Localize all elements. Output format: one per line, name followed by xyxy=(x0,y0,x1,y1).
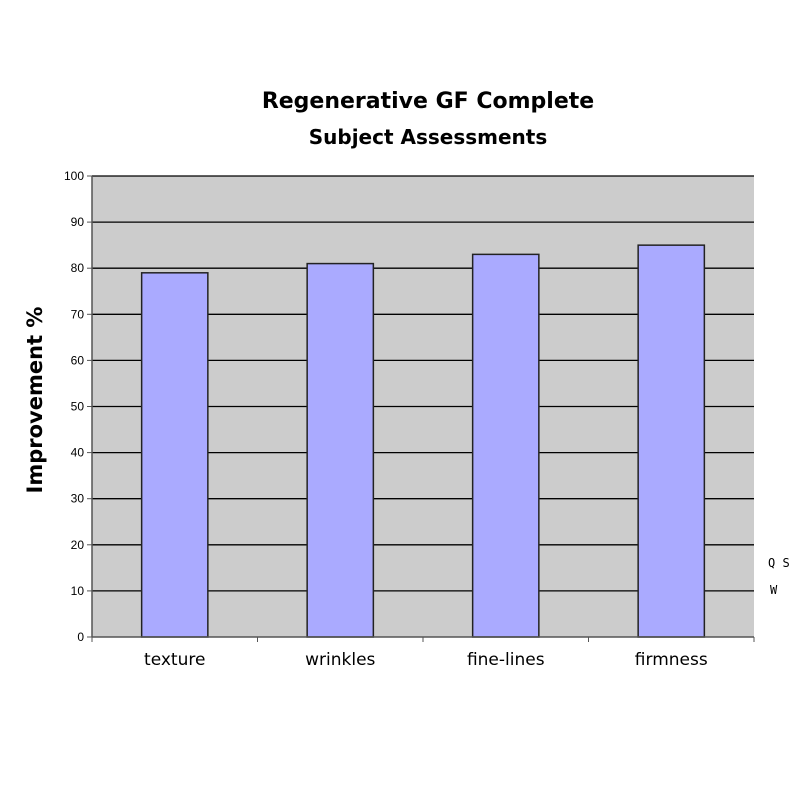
y-tick-label-50: 50 xyxy=(71,400,85,414)
bars xyxy=(140,244,706,638)
chart-subtitle: Subject Assessments xyxy=(309,125,548,149)
chart-title: Regenerative GF Complete xyxy=(262,89,594,114)
bar-texture xyxy=(140,272,209,638)
y-tick-label-20: 20 xyxy=(71,538,85,552)
y-tick-label-100: 100 xyxy=(64,169,84,183)
x-tick-labels: texture wrinkles fine-lines firmness xyxy=(144,650,708,670)
edge-fragment-lower: W xyxy=(770,583,778,597)
y-tick-label-40: 40 xyxy=(71,446,85,460)
x-tick-label-firmness: firmness xyxy=(635,650,708,670)
y-tick-label-60: 60 xyxy=(71,353,85,367)
y-tick-label-80: 80 xyxy=(71,261,85,275)
x-tick-label-texture: texture xyxy=(144,650,205,670)
y-tick-label-70: 70 xyxy=(71,307,85,321)
axes xyxy=(87,175,755,642)
edge-fragment-upper: Q S xyxy=(768,556,790,570)
y-tick-label-30: 30 xyxy=(71,492,85,506)
x-tick-label-wrinkles: wrinkles xyxy=(305,650,375,670)
y-tick-labels: 0 10 20 30 40 50 60 70 80 90 100 xyxy=(64,169,84,644)
bar-firmness xyxy=(637,244,706,638)
bar-wrinkles xyxy=(306,262,375,638)
y-tick-label-0: 0 xyxy=(77,630,84,644)
y-tick-label-90: 90 xyxy=(71,215,85,229)
y-tick-label-10: 10 xyxy=(71,584,85,598)
y-axis-label: Improvement % xyxy=(23,307,47,494)
bar-fine-lines xyxy=(471,253,540,638)
x-tick-label-fine-lines: fine-lines xyxy=(467,650,545,670)
